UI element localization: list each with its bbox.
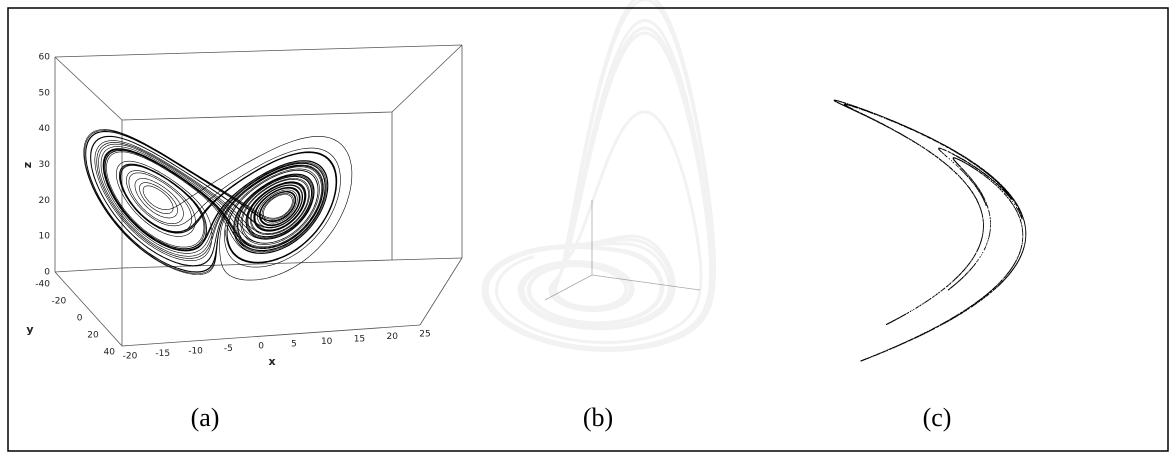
x-tick-label: 5 xyxy=(291,339,297,349)
z-tick-label: 20 xyxy=(39,196,51,206)
figure: z y x (a) (b) (c) 0102030405060-40-20020… xyxy=(0,0,1176,459)
y-tick-label: 20 xyxy=(87,331,99,341)
z-tick-label: 50 xyxy=(39,88,51,98)
x-tick-label: 0 xyxy=(258,342,264,352)
z-tick-label: 10 xyxy=(39,232,51,242)
caption: (c) xyxy=(923,403,952,432)
z-tick-label: 0 xyxy=(44,268,50,278)
y-tick-label: -40 xyxy=(35,280,50,290)
x-tick-label: 20 xyxy=(386,332,398,342)
x-tick-label: -20 xyxy=(123,352,138,362)
y-axis-label: y xyxy=(26,323,33,336)
x-tick-label: 25 xyxy=(419,330,430,340)
y-tick-label: 40 xyxy=(104,348,116,358)
x-tick-label: 15 xyxy=(354,334,365,344)
page: z y x (a) (b) (c) 0102030405060-40-20020… xyxy=(0,0,1176,459)
x-tick-label: -10 xyxy=(188,347,203,357)
z-tick-label: 30 xyxy=(39,160,51,170)
caption: (a) xyxy=(191,403,220,432)
y-tick-label: -20 xyxy=(52,297,67,307)
x-tick-label: -5 xyxy=(224,344,233,354)
z-tick-label: 40 xyxy=(39,124,51,134)
x-axis-label: x xyxy=(268,355,275,368)
z-tick-label: 60 xyxy=(39,53,51,63)
x-tick-label: -15 xyxy=(155,349,170,359)
y-tick-label: 0 xyxy=(77,314,83,324)
x-tick-label: 10 xyxy=(321,337,333,347)
caption: (b) xyxy=(583,403,613,432)
frame xyxy=(8,8,1168,451)
z-axis-label: z xyxy=(21,162,34,168)
